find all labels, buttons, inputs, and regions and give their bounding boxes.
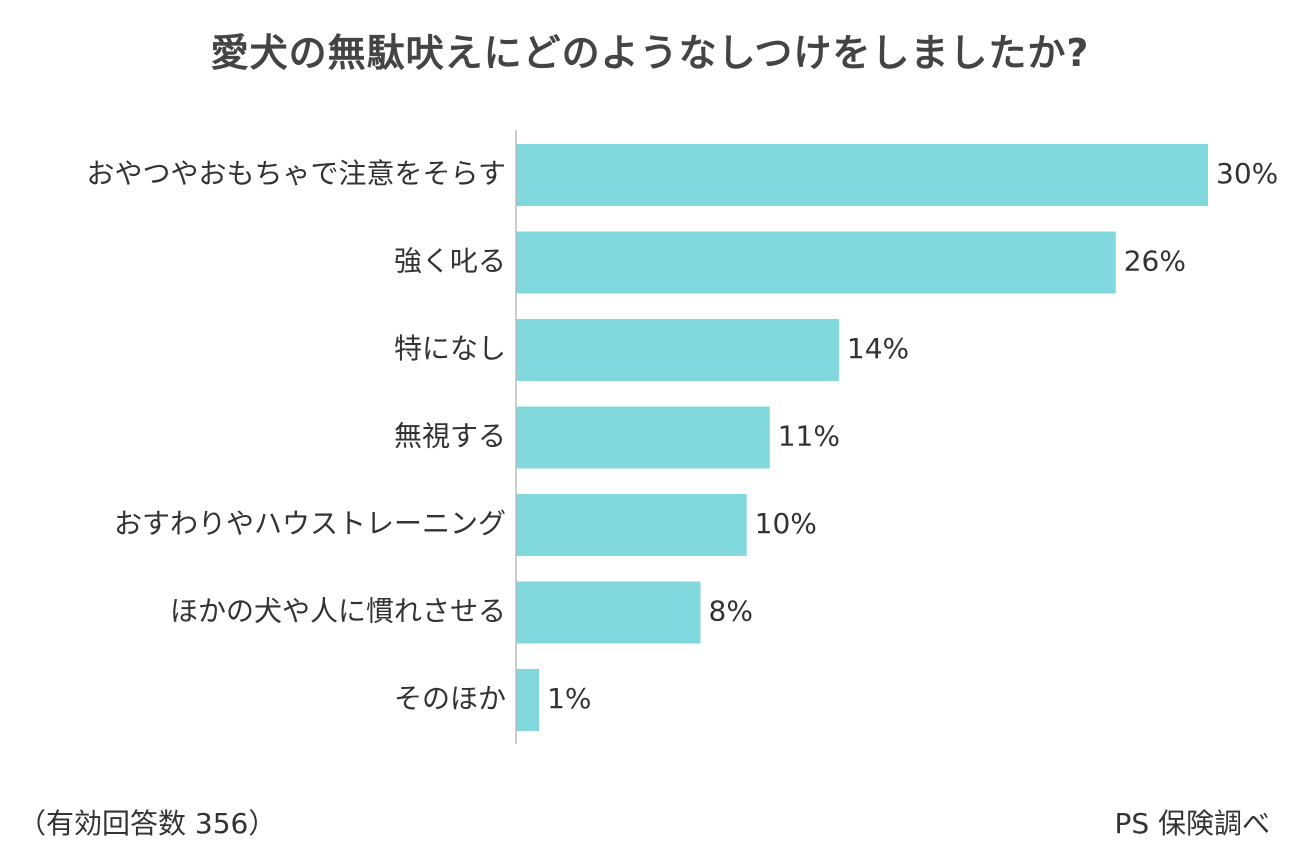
value-label-3: 14% <box>847 332 909 365</box>
bar-3 <box>516 319 839 381</box>
category-label-5: おすわりやハウストレーニング <box>114 507 506 540</box>
value-label-2: 26% <box>1124 245 1186 278</box>
bar-7 <box>516 669 540 731</box>
bar-6 <box>516 581 701 644</box>
source-credit: PS 保険調べ <box>1114 807 1270 840</box>
value-label-6: 8% <box>709 595 753 628</box>
category-label-3: 特になし <box>394 332 506 365</box>
category-label-1: おやつやおもちゃで注意をそらす <box>87 157 506 190</box>
value-label-5: 10% <box>755 507 817 540</box>
bar-2 <box>516 231 1116 294</box>
value-label-1: 30% <box>1216 157 1278 190</box>
bar-4 <box>516 406 770 469</box>
chart-title: 愛犬の無駄吠えにどのようなしつけをしましたか? <box>210 31 1090 75</box>
value-label-7: 1% <box>547 682 591 715</box>
category-label-2: 強く叱る <box>394 245 506 278</box>
category-label-7: そのほか <box>394 682 506 715</box>
category-label-6: ほかの犬や人に慣れさせる <box>170 595 506 628</box>
respondent-count-note: （有効回答数 356） <box>18 807 277 840</box>
category-label-4: 無視する <box>394 420 506 453</box>
value-label-4: 11% <box>778 420 840 453</box>
bar-1 <box>516 144 1208 206</box>
bar-5 <box>516 494 747 556</box>
